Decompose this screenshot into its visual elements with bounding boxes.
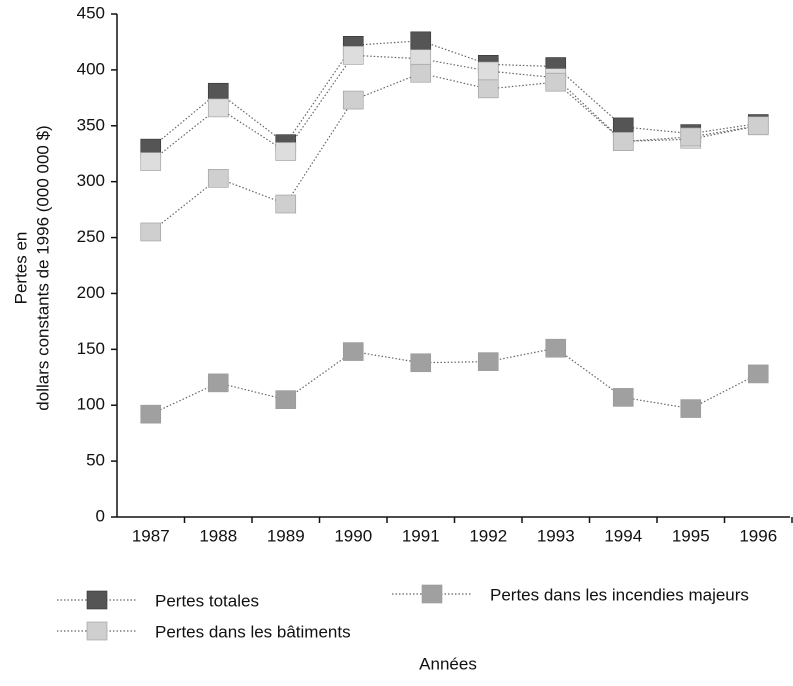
marker xyxy=(747,116,769,136)
marker xyxy=(612,132,634,151)
marker xyxy=(747,364,769,384)
legend-marker xyxy=(86,621,108,641)
y-tick-label: 100 xyxy=(77,395,105,414)
marker xyxy=(545,338,567,358)
x-axis-label: Années xyxy=(419,654,477,673)
legend-label: Pertes totales xyxy=(155,591,259,610)
y-tick-label: 150 xyxy=(77,339,105,358)
x-tick-label: 1992 xyxy=(469,526,507,545)
x-tick-label: 1990 xyxy=(334,526,372,545)
legend-marker xyxy=(421,584,443,604)
x-tick-label: 1987 xyxy=(132,526,170,545)
x-tick-label: 1988 xyxy=(199,526,237,545)
marker xyxy=(275,142,297,161)
series-line xyxy=(150,54,759,163)
y-tick-label: 0 xyxy=(96,506,105,525)
marker xyxy=(477,61,499,81)
y-tick-label: 350 xyxy=(77,115,105,134)
y-tick-label: 400 xyxy=(77,59,105,78)
marker xyxy=(275,194,297,214)
marker xyxy=(410,63,432,83)
marker xyxy=(680,399,702,418)
marker xyxy=(342,46,364,65)
y-tick-label: 450 xyxy=(77,3,105,22)
x-tick-label: 1991 xyxy=(402,526,440,545)
marker xyxy=(545,72,567,92)
marker xyxy=(275,390,297,409)
legend-marker xyxy=(86,590,108,610)
marker xyxy=(207,98,229,118)
marker xyxy=(207,373,229,393)
legend-label: Pertes dans les bâtiments xyxy=(155,622,351,641)
series-line xyxy=(150,72,759,233)
y-axis-label: Pertes en xyxy=(11,232,30,305)
x-tick-label: 1989 xyxy=(267,526,305,545)
marker xyxy=(140,222,162,242)
marker xyxy=(410,353,432,373)
series-line xyxy=(150,347,759,415)
marker xyxy=(410,31,432,51)
y-tick-label: 50 xyxy=(86,451,105,470)
x-tick-label: 1995 xyxy=(672,526,710,545)
x-tick-label: 1993 xyxy=(537,526,575,545)
marker xyxy=(342,342,364,361)
legend-label: Pertes dans les incendies majeurs xyxy=(490,585,749,604)
marker xyxy=(140,404,162,424)
x-tick-label: 1994 xyxy=(604,526,642,545)
marker xyxy=(477,352,499,371)
x-tick-label: 1996 xyxy=(739,526,777,545)
series-line xyxy=(150,40,759,149)
y-axis-label: dollars constants de 1996 (000 000 $) xyxy=(33,125,52,410)
marker xyxy=(342,90,364,110)
marker xyxy=(477,79,499,99)
marker xyxy=(207,82,229,102)
marker xyxy=(207,169,229,188)
y-tick-label: 250 xyxy=(77,227,105,246)
marker xyxy=(140,152,162,171)
marker xyxy=(680,127,702,147)
marker xyxy=(612,388,634,407)
y-tick-label: 200 xyxy=(77,283,105,302)
y-tick-label: 300 xyxy=(77,171,105,190)
